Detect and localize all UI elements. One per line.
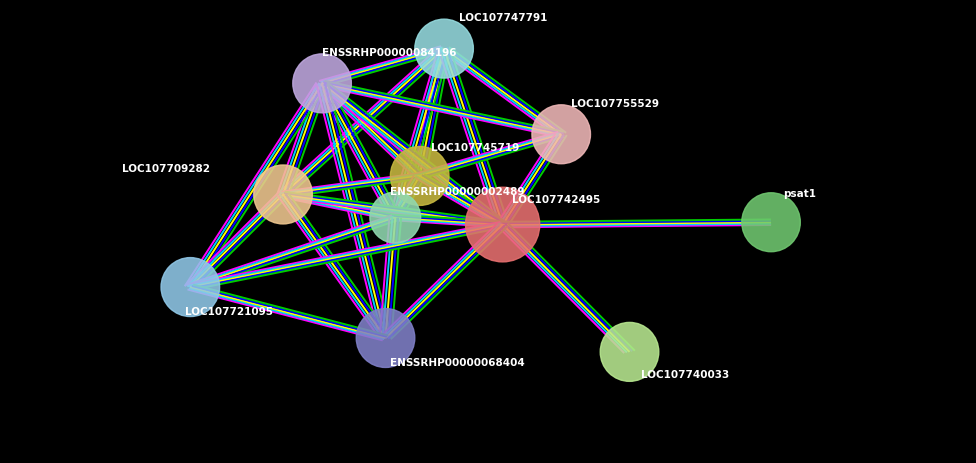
Text: LOC107742495: LOC107742495 bbox=[512, 194, 600, 205]
Ellipse shape bbox=[466, 187, 540, 262]
Text: ENSSRHP00000068404: ENSSRHP00000068404 bbox=[390, 358, 525, 368]
Ellipse shape bbox=[390, 146, 449, 206]
Text: LOC107721095: LOC107721095 bbox=[185, 307, 273, 317]
Ellipse shape bbox=[161, 257, 220, 317]
Ellipse shape bbox=[356, 308, 415, 368]
Text: ENSSRHP00000084196: ENSSRHP00000084196 bbox=[322, 48, 457, 58]
Text: LOC107740033: LOC107740033 bbox=[641, 369, 729, 380]
Text: ENSSRHP00000002489: ENSSRHP00000002489 bbox=[390, 187, 525, 197]
Ellipse shape bbox=[254, 165, 312, 224]
Text: psat1: psat1 bbox=[783, 189, 816, 199]
Text: LOC107745719: LOC107745719 bbox=[431, 143, 519, 153]
Text: LOC107747791: LOC107747791 bbox=[459, 13, 548, 23]
Text: LOC107755529: LOC107755529 bbox=[571, 99, 659, 109]
Ellipse shape bbox=[370, 192, 421, 243]
Ellipse shape bbox=[532, 105, 590, 164]
Ellipse shape bbox=[742, 193, 800, 252]
Text: LOC107709282: LOC107709282 bbox=[122, 163, 210, 174]
Ellipse shape bbox=[600, 322, 659, 382]
Ellipse shape bbox=[293, 54, 351, 113]
Ellipse shape bbox=[415, 19, 473, 78]
